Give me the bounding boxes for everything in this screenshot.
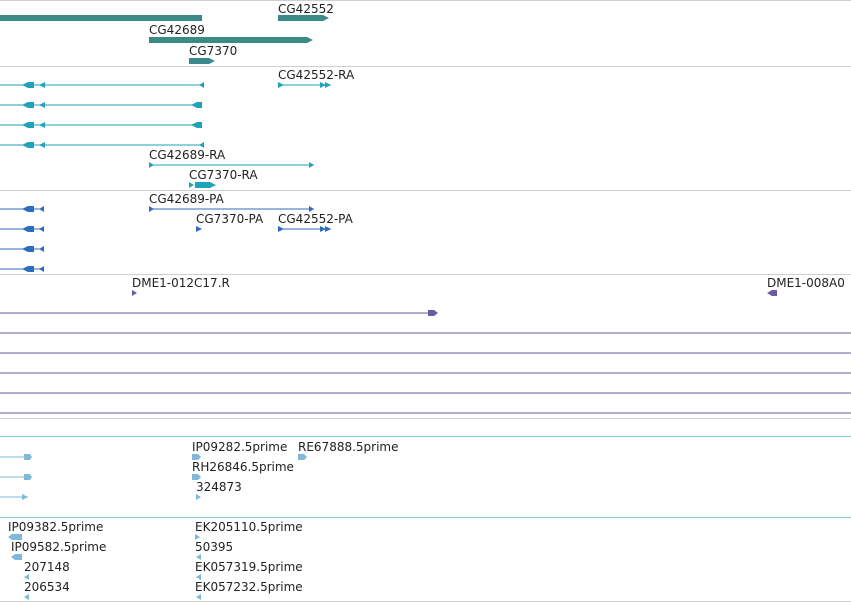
transcript-label: CG7370-RA [189, 168, 258, 182]
est-label: EK057319.5prime [195, 560, 303, 574]
protein-feature[interactable] [0, 226, 44, 232]
protein-feature-cg42552-pa[interactable]: CG42552-PA [278, 212, 354, 232]
est-feature[interactable] [0, 474, 32, 480]
gene-feature-cg42689[interactable]: CG42689 [149, 23, 313, 43]
clone-feature-dme1-012c17[interactable]: DME1-012C17.R [132, 276, 230, 296]
est-label: 50395 [195, 540, 233, 554]
est-track-b: IP09382.5prime EK205110.5prime IP09582.5… [8, 520, 303, 600]
est-label: IP09282.5prime [192, 440, 287, 454]
protein-feature[interactable] [0, 206, 44, 212]
est-feature-re67888[interactable]: RE67888.5prime [298, 440, 399, 460]
clone-label: DME1-012C17.R [132, 276, 230, 290]
est-label: EK205110.5prime [195, 520, 303, 534]
clone-track: DME1-012C17.R DME1-008A0 [0, 276, 851, 414]
transcript-feature[interactable] [0, 122, 202, 128]
est-feature-ip09582[interactable]: IP09582.5prime [11, 540, 106, 560]
transcript-feature-cg42552-ra[interactable]: CG42552-RA [278, 68, 355, 88]
gene-track: CG42552 CG42689 CG7370 [0, 2, 334, 64]
protein-feature[interactable] [0, 266, 44, 272]
protein-label: CG42552-PA [278, 212, 354, 226]
est-feature-ek057319[interactable]: EK057319.5prime [195, 560, 303, 580]
transcript-label: CG42689-RA [149, 148, 226, 162]
gene-feature-cg42552[interactable]: CG42552 [278, 2, 334, 21]
transcript-feature-cg42689-ra[interactable]: CG42689-RA [149, 148, 314, 168]
est-feature[interactable] [0, 454, 32, 460]
gene-feature-cg7370[interactable]: CG7370 [189, 44, 237, 64]
gene-feature[interactable] [0, 15, 202, 21]
protein-track: CG42689-PA CG7370-PA CG42552-PA [0, 192, 354, 272]
est-label: 324873 [196, 480, 242, 494]
est-feature-ek205110[interactable]: EK205110.5prime [195, 520, 303, 540]
est-label: RH26846.5prime [192, 460, 294, 474]
est-label: EK057232.5prime [195, 580, 303, 594]
est-feature-ip09382[interactable]: IP09382.5prime [8, 520, 103, 540]
est-label: IP09382.5prime [8, 520, 103, 534]
protein-label: CG42689-PA [149, 192, 225, 206]
protein-feature[interactable] [0, 246, 44, 252]
est-label: RE67888.5prime [298, 440, 399, 454]
est-feature-324873[interactable]: 324873 [196, 480, 242, 500]
est-feature-206534[interactable]: 206534 [24, 580, 70, 600]
transcript-track: CG42552-RA CG42689-RA CG7370-RA [0, 68, 355, 188]
gene-label: CG42552 [278, 2, 334, 16]
gene-label: CG7370 [189, 44, 237, 58]
clone-feature[interactable] [0, 310, 438, 316]
est-label: IP09582.5prime [11, 540, 106, 554]
transcript-label: CG42552-RA [278, 68, 355, 82]
est-label: 207148 [24, 560, 70, 574]
gene-label: CG42689 [149, 23, 205, 37]
est-track-a: IP09282.5prime RE67888.5prime RH26846.5p… [0, 440, 399, 500]
clone-feature-dme1-008a0[interactable]: DME1-008A0 [767, 276, 845, 296]
transcript-feature[interactable] [0, 142, 204, 148]
est-feature-ip09282[interactable]: IP09282.5prime [192, 440, 287, 460]
est-label: 206534 [24, 580, 70, 594]
est-feature-50395[interactable]: 50395 [195, 540, 233, 560]
transcript-feature[interactable] [0, 82, 204, 88]
protein-label: CG7370-PA [196, 212, 264, 226]
transcript-feature[interactable] [0, 102, 202, 108]
protein-feature-cg7370-pa[interactable]: CG7370-PA [196, 212, 264, 232]
clone-label: DME1-008A0 [767, 276, 845, 290]
est-feature-rh26846[interactable]: RH26846.5prime [192, 460, 294, 480]
est-feature-207148[interactable]: 207148 [24, 560, 70, 580]
protein-feature-cg42689-pa[interactable]: CG42689-PA [149, 192, 314, 212]
est-feature[interactable] [0, 494, 28, 500]
transcript-feature-cg7370-ra[interactable]: CG7370-RA [189, 168, 258, 188]
est-feature-ek057232[interactable]: EK057232.5prime [195, 580, 303, 600]
